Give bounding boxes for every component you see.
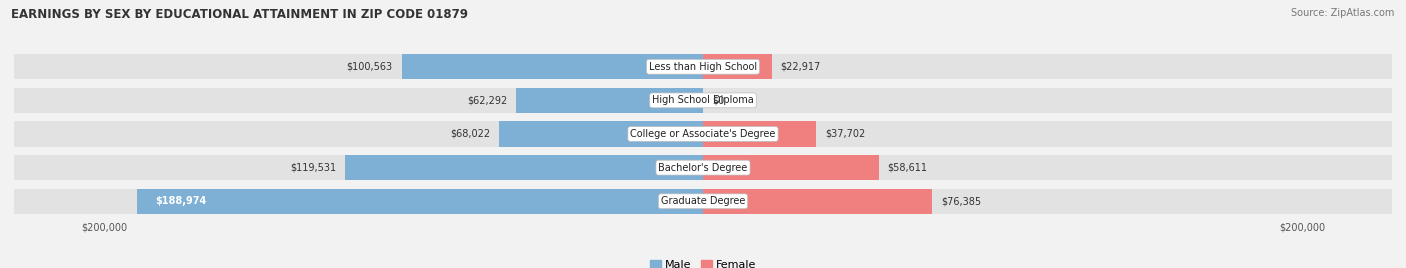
Bar — [703, 189, 932, 214]
Bar — [499, 121, 703, 147]
Bar — [344, 155, 703, 180]
Legend: Male, Female: Male, Female — [645, 255, 761, 268]
Text: $188,974: $188,974 — [155, 196, 207, 206]
Text: $100,563: $100,563 — [347, 62, 392, 72]
Text: $76,385: $76,385 — [941, 196, 981, 206]
Text: Less than High School: Less than High School — [650, 62, 756, 72]
Text: $58,611: $58,611 — [887, 163, 928, 173]
Text: $37,702: $37,702 — [825, 129, 865, 139]
Bar — [516, 88, 703, 113]
Text: EARNINGS BY SEX BY EDUCATIONAL ATTAINMENT IN ZIP CODE 01879: EARNINGS BY SEX BY EDUCATIONAL ATTAINMEN… — [11, 8, 468, 21]
Text: $119,531: $119,531 — [290, 163, 336, 173]
Text: $0: $0 — [711, 95, 724, 105]
Text: High School Diploma: High School Diploma — [652, 95, 754, 105]
Text: $62,292: $62,292 — [467, 95, 508, 105]
Text: $68,022: $68,022 — [450, 129, 491, 139]
Bar — [703, 121, 815, 147]
Bar — [703, 155, 879, 180]
Bar — [14, 88, 1392, 113]
Bar — [703, 54, 772, 79]
Text: Bachelor's Degree: Bachelor's Degree — [658, 163, 748, 173]
Bar — [402, 54, 703, 79]
Bar — [14, 155, 1392, 180]
Bar — [14, 189, 1392, 214]
Text: $22,917: $22,917 — [780, 62, 821, 72]
Bar — [14, 54, 1392, 79]
Bar — [136, 189, 703, 214]
Bar — [14, 121, 1392, 147]
Text: Source: ZipAtlas.com: Source: ZipAtlas.com — [1291, 8, 1395, 18]
Text: Graduate Degree: Graduate Degree — [661, 196, 745, 206]
Text: College or Associate's Degree: College or Associate's Degree — [630, 129, 776, 139]
